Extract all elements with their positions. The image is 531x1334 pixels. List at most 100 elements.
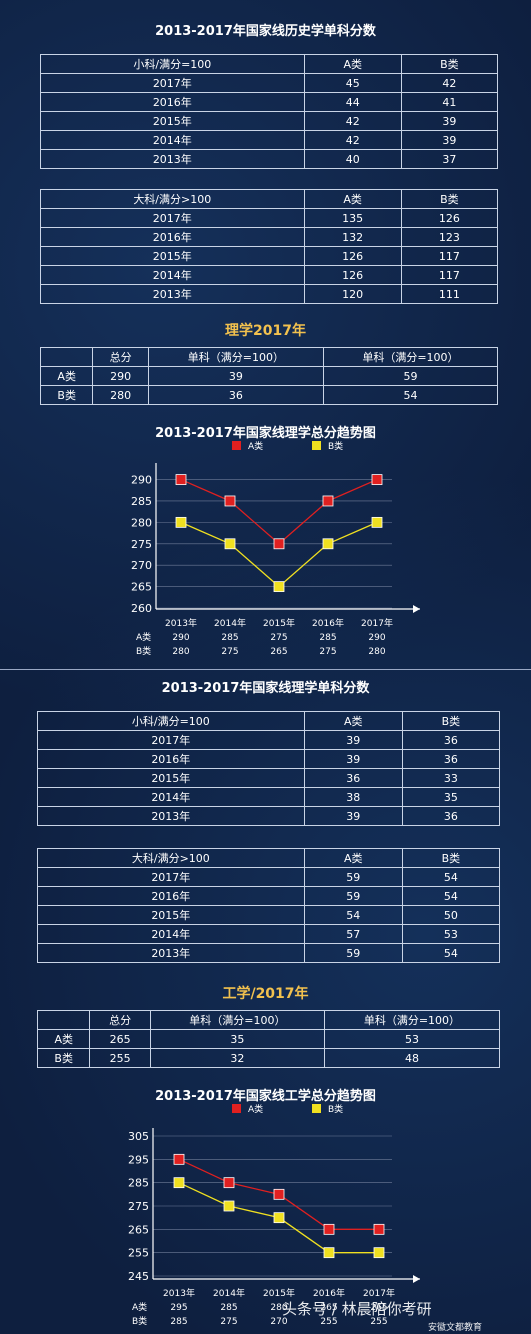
table-cell: 32: [149, 1048, 325, 1068]
table-row: 2017年 59 54: [37, 867, 501, 887]
table-cell: 36: [303, 768, 403, 788]
data-point: [175, 516, 187, 528]
table-row: 2013年 39 36: [37, 806, 501, 826]
table-cell: 123: [400, 227, 499, 247]
header-cell: A类: [303, 54, 402, 74]
header-cell: [39, 347, 94, 367]
history-small-header-row: 小科/满分=100 A类 B类: [40, 54, 499, 74]
data-point: [223, 1177, 235, 1189]
y-tick-label: 275: [131, 538, 152, 551]
data-table-value: 290: [368, 633, 385, 643]
table-cell: 59: [303, 943, 403, 963]
table-cell: 2015年: [37, 905, 305, 925]
legend-swatch: [312, 441, 321, 450]
header-cell: 单科（满分=100）: [322, 347, 499, 367]
data-table-value: 285: [220, 1303, 237, 1313]
table-row: 2014年 57 53: [37, 924, 501, 944]
table-cell: 117: [400, 265, 499, 285]
data-table-value: 265: [370, 1303, 387, 1313]
table-cell: 2015年: [40, 111, 305, 131]
table-row: 2013年 40 37: [40, 149, 499, 169]
x-axis-arrow-icon: [413, 1275, 420, 1283]
data-point: [273, 538, 285, 550]
engineering-trend-chart: A类 B类 245 255 265 275 285 295 305 2013年 2014年 2015年…: [128, 1103, 420, 1327]
engineering-heading: 工学/2017年: [222, 986, 309, 1002]
data-table-value: 275: [319, 647, 336, 657]
engineering-chart-title: 2013-2017年国家线工学总分趋势图: [155, 1089, 376, 1104]
x-tick-label: 2016年: [313, 1287, 345, 1299]
table-cell: 2013年: [37, 943, 305, 963]
engineering-summary-header-row: 总分 单科（满分=100） 单科（满分=100）: [36, 1010, 501, 1030]
table-cell: 42: [303, 111, 402, 131]
table-cell: 2013年: [40, 284, 305, 304]
legend-swatch: [312, 1104, 321, 1113]
data-table-value: 285: [319, 633, 336, 643]
data-table-value: 255: [320, 1317, 337, 1327]
legend-label: A类: [248, 1103, 263, 1115]
data-point: [273, 1188, 285, 1200]
header-cell: 小科/满分=100: [37, 711, 305, 731]
x-tick-label: 2013年: [165, 617, 197, 629]
table-row: 2016年 44 41: [40, 92, 499, 112]
table-cell: 39: [303, 806, 403, 826]
y-tick-label: 255: [128, 1247, 149, 1260]
table-cell: A类: [39, 366, 94, 386]
data-point: [322, 538, 334, 550]
table-row: 2017年 45 42: [40, 73, 499, 93]
table-cell: 59: [303, 886, 403, 906]
science-scores-title: 2013-2017年国家线理学单科分数: [161, 681, 370, 696]
table-cell: 44: [303, 92, 402, 112]
data-table-label: B类: [136, 645, 151, 657]
x-tick-label: 2017年: [361, 617, 393, 629]
data-table-value: 265: [270, 647, 287, 657]
data-table-label: B类: [132, 1315, 147, 1327]
table-cell: 53: [401, 924, 501, 944]
history-small-table: 小科/满分=100 A类 B类 2017年 45 42 2016年 44 41 2015年 42 39…: [40, 54, 499, 169]
data-table-value: 275: [221, 647, 238, 657]
table-cell: 2016年: [40, 92, 305, 112]
table-cell: 36: [147, 385, 324, 405]
table-row: 2014年 42 39: [40, 130, 499, 150]
table-cell: 290: [92, 366, 149, 386]
legend-swatch: [232, 1104, 241, 1113]
data-point: [373, 1247, 385, 1259]
table-cell: 2015年: [37, 768, 305, 788]
table-cell: 111: [400, 284, 499, 304]
table-cell: 2014年: [40, 130, 305, 150]
table-cell: 41: [400, 92, 499, 112]
table-cell: 2014年: [40, 265, 305, 285]
table-cell: 2014年: [37, 924, 305, 944]
data-table-label: A类: [136, 631, 151, 643]
data-table-value: 295: [170, 1303, 187, 1313]
history-title: 2013-2017年国家线历史学单科分数: [155, 24, 376, 39]
science-small-table: 小科/满分=100 A类 B类 2017年 39 36 2016年 39 36 2015年 36 33…: [37, 711, 501, 826]
header-cell: 总分: [92, 347, 149, 367]
data-table-label: A类: [132, 1301, 147, 1313]
data-table-value: 275: [270, 633, 287, 643]
table-cell: 2014年: [37, 787, 305, 807]
table-cell: 2016年: [40, 227, 305, 247]
table-row: 2015年 54 50: [37, 905, 501, 925]
data-point: [323, 1247, 335, 1259]
table-cell: 40: [303, 149, 402, 169]
data-point: [323, 1223, 335, 1235]
watermark-right: 安徽文都教育: [428, 1323, 483, 1333]
y-tick-label: 245: [128, 1270, 149, 1283]
table-cell: 36: [401, 730, 501, 750]
table-row: 2015年 36 33: [37, 768, 501, 788]
data-table-value: 280: [368, 647, 385, 657]
y-tick-label: 285: [131, 495, 152, 508]
data-point: [223, 1200, 235, 1212]
table-cell: 54: [322, 385, 499, 405]
science-small-header-row: 小科/满分=100 A类 B类: [37, 711, 501, 731]
table-cell: 48: [323, 1048, 501, 1068]
table-cell: 57: [303, 924, 403, 944]
table-row: B类 280 36 54: [39, 385, 499, 405]
table-cell: 35: [149, 1029, 325, 1049]
table-row: 2017年 39 36: [37, 730, 501, 750]
header-cell: 单科（满分=100）: [323, 1010, 501, 1030]
science-trend-chart: A类 B类 260 265 270 275 280 285 290 2013年 2014年 2015年…: [131, 440, 420, 657]
table-cell: 37: [400, 149, 499, 169]
table-cell: 39: [303, 749, 403, 769]
data-table-value: 280: [270, 1303, 287, 1313]
